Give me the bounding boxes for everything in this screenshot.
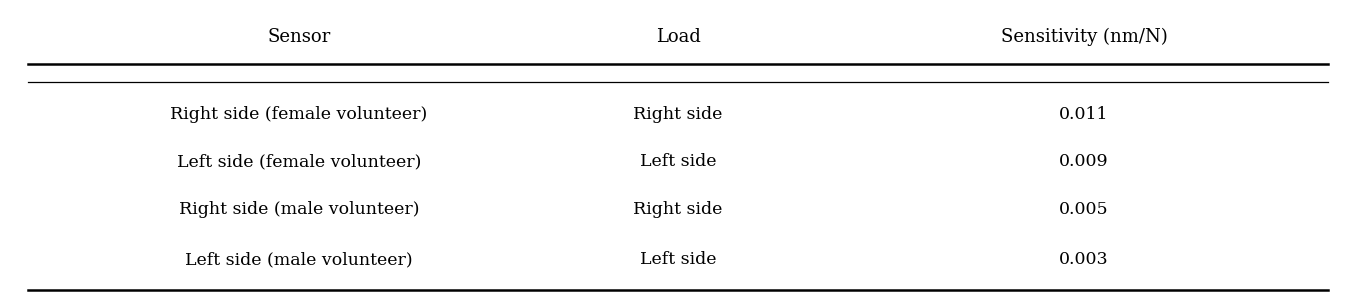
Text: Left side (female volunteer): Left side (female volunteer) (176, 153, 422, 170)
Text: 0.005: 0.005 (1059, 201, 1109, 218)
Text: Left side: Left side (640, 153, 716, 170)
Text: Load: Load (655, 28, 701, 46)
Text: Right side: Right side (633, 201, 723, 218)
Text: Right side: Right side (633, 106, 723, 123)
Text: Right side (female volunteer): Right side (female volunteer) (171, 106, 427, 123)
Text: 0.009: 0.009 (1059, 153, 1109, 170)
Text: Sensor: Sensor (267, 28, 331, 46)
Text: Right side (male volunteer): Right side (male volunteer) (179, 201, 419, 218)
Text: 0.011: 0.011 (1059, 106, 1109, 123)
Text: Sensitivity (nm/N): Sensitivity (nm/N) (1001, 28, 1168, 46)
Text: Left side: Left side (640, 251, 716, 268)
Text: Left side (male volunteer): Left side (male volunteer) (186, 251, 414, 268)
Text: 0.003: 0.003 (1059, 251, 1109, 268)
